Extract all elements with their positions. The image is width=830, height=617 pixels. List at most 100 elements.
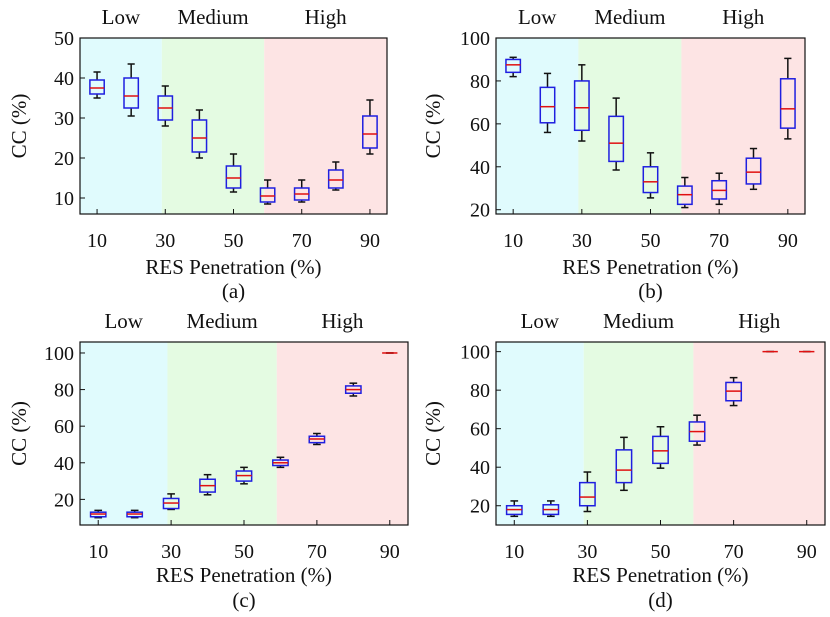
box-30	[162, 493, 180, 511]
y-axis-label: CC (%)	[421, 94, 445, 159]
iqr-box	[573, 80, 590, 132]
iqr-box	[652, 435, 669, 465]
box-80	[344, 382, 362, 397]
iqr-box	[362, 115, 378, 149]
box-50	[225, 153, 242, 193]
box-40	[191, 109, 208, 159]
iqr-box	[608, 115, 625, 163]
region-band-low	[80, 38, 162, 214]
y-tick-label: 20	[54, 489, 74, 511]
region-label-high: High	[321, 309, 364, 333]
x-tick-label: 10	[503, 230, 523, 252]
box-30	[157, 85, 174, 127]
y-tick-label: 80	[470, 380, 490, 402]
x-tick-label: 90	[778, 230, 798, 252]
region-label-high: High	[305, 5, 348, 29]
iqr-box	[191, 119, 208, 153]
x-tick-label: 90	[380, 541, 400, 563]
y-tick-label: 50	[54, 28, 74, 50]
box-10	[89, 509, 107, 519]
x-tick-label: 90	[360, 230, 380, 252]
axes-frame	[79, 37, 388, 215]
x-axis-label: RES Penetration (%)	[156, 563, 332, 587]
x-axis-label: RES Penetration (%)	[562, 255, 738, 279]
axes-frame	[495, 37, 806, 215]
iqr-box	[505, 58, 522, 74]
region-label-high: High	[722, 5, 765, 29]
x-tick-label: 10	[504, 541, 524, 563]
region-label-medium: Medium	[177, 5, 248, 29]
region-label-low: Low	[521, 309, 560, 333]
box-30	[573, 64, 590, 142]
x-tick-label: 70	[307, 541, 327, 563]
box-10	[505, 500, 523, 518]
box-10	[89, 71, 105, 99]
region-label-low: Low	[102, 5, 141, 29]
region-band-medium	[167, 342, 277, 525]
box-70	[711, 172, 728, 206]
region-band-low	[80, 342, 168, 525]
iqr-box	[615, 449, 633, 484]
y-tick-label: 80	[54, 380, 74, 402]
box-80	[745, 147, 762, 191]
y-tick-label: 40	[470, 457, 490, 479]
y-tick-label: 10	[54, 188, 74, 210]
box-20	[539, 72, 556, 134]
chart-panel-3: Low Medium High 20 40 60 80 100 10 30 50 70 90 RES Pe…	[7, 309, 409, 612]
box-10	[505, 56, 522, 78]
y-tick-label: 40	[470, 157, 490, 179]
box-20	[126, 509, 144, 519]
y-tick-label: 20	[54, 148, 74, 170]
x-tick-label: 90	[797, 541, 817, 563]
region-label-medium: Medium	[603, 309, 674, 333]
x-tick-label: 50	[224, 230, 244, 252]
panel-label: (a)	[222, 279, 245, 303]
iqr-box	[578, 481, 596, 507]
x-tick-label: 30	[572, 230, 592, 252]
region-label-low: Low	[518, 5, 557, 29]
iqr-box	[327, 169, 344, 189]
iqr-box	[259, 187, 276, 203]
x-tick-label: 10	[87, 230, 107, 252]
box-30	[578, 471, 596, 513]
x-tick-label: 50	[651, 541, 671, 563]
x-tick-label: 30	[155, 230, 175, 252]
axes-frame	[79, 341, 409, 526]
x-axis-label: RES Penetration (%)	[572, 563, 748, 587]
y-tick-label: 80	[470, 71, 490, 93]
panel-label: (b)	[638, 279, 663, 303]
x-tick-label: 50	[641, 230, 661, 252]
x-tick-label: 10	[88, 541, 108, 563]
region-band-high	[276, 342, 408, 525]
x-tick-label: 70	[292, 230, 312, 252]
y-tick-label: 60	[54, 416, 74, 438]
box-50	[652, 426, 669, 469]
y-tick-label: 100	[460, 28, 490, 50]
y-tick-label: 40	[54, 68, 74, 90]
box-40	[199, 473, 216, 496]
box-60	[688, 414, 706, 446]
box-80	[327, 161, 344, 191]
chart-panel-1: Low Medium High 10 20 30 40 50 10 30 50 70 90 RES Pen…	[7, 5, 388, 303]
region-band-medium	[578, 38, 682, 214]
box-50	[642, 152, 659, 199]
x-tick-label: 50	[234, 541, 254, 563]
box-20	[123, 63, 140, 117]
box-60	[272, 456, 289, 469]
box-90	[779, 57, 796, 140]
y-tick-label: 100	[460, 342, 490, 364]
box-60	[676, 176, 693, 209]
y-axis-label: CC (%)	[7, 94, 31, 159]
x-tick-label: 30	[577, 541, 597, 563]
iqr-box	[745, 157, 762, 185]
iqr-box	[642, 166, 659, 194]
chart-panel-4: Low Medium High 20 40 60 80 100 10 30 50 70 90 RES Pe…	[421, 309, 826, 612]
box-90	[362, 99, 378, 155]
box-70	[293, 179, 310, 203]
iqr-box	[779, 78, 796, 129]
region-label-low: Low	[104, 309, 143, 333]
y-tick-label: 30	[54, 108, 74, 130]
region-band-high	[681, 38, 805, 214]
region-band-medium	[583, 342, 694, 525]
